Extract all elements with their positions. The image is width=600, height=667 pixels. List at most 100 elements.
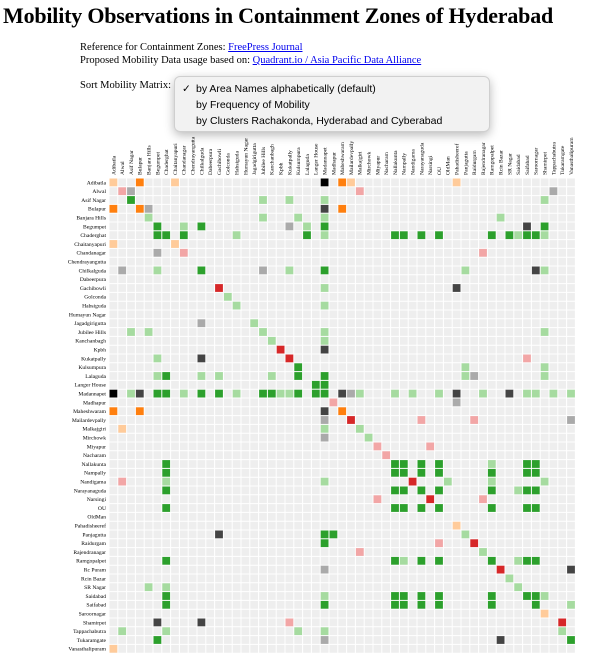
row-label: Nampally xyxy=(84,471,106,477)
matrix-cell xyxy=(540,196,549,204)
matrix-cell xyxy=(127,187,135,196)
column-label: Narsingi xyxy=(428,155,434,175)
matrix-cell xyxy=(540,266,549,275)
row-label: Shamirpet xyxy=(83,620,106,626)
matrix-cell xyxy=(523,222,531,231)
matrix-cell xyxy=(355,548,364,556)
matrix-cell xyxy=(540,372,549,380)
matrix-cell xyxy=(179,248,188,257)
matrix-cell xyxy=(162,556,171,565)
matrix-cell xyxy=(417,460,426,468)
row-label: Miyapur xyxy=(87,444,106,450)
matrix-cell xyxy=(320,380,329,389)
row-label: Habsiguda xyxy=(82,304,106,310)
matrix-cell xyxy=(320,592,329,600)
matrix-cell xyxy=(435,556,443,565)
matrix-cell xyxy=(487,468,496,477)
matrix-cell xyxy=(162,468,171,477)
quadrant-link[interactable]: Quadrant.io / Asia Pacific Data Alliance xyxy=(252,55,422,66)
matrix-cell xyxy=(540,363,549,372)
matrix-cell xyxy=(320,345,329,354)
matrix-cell xyxy=(320,416,329,424)
matrix-cell xyxy=(470,539,479,548)
matrix-cell xyxy=(540,592,549,600)
matrix-cell xyxy=(215,372,223,380)
matrix-cell xyxy=(487,486,496,495)
sort-option-frequency[interactable]: by Frequency of Mobility xyxy=(175,98,489,113)
row-label: Saifabad xyxy=(86,602,106,609)
page-title: Mobility Observations in Containment Zon… xyxy=(3,3,554,28)
matrix-cell xyxy=(118,187,127,196)
matrix-cell xyxy=(197,222,206,231)
matrix-cell xyxy=(523,592,531,600)
matrix-cell xyxy=(399,592,408,600)
column-label: Jagadgirigutta xyxy=(252,143,258,175)
row-label: Chandanagar xyxy=(76,251,106,257)
matrix-cell xyxy=(135,204,144,213)
row-labels: Adibatla Alwal Asif Nagar Bulapur Banjara Hi… xyxy=(68,180,107,652)
matrix-cell xyxy=(355,424,364,433)
matrix-cell xyxy=(267,372,276,380)
matrix-cell xyxy=(540,231,549,240)
matrix-cell xyxy=(417,231,426,240)
matrix-cell xyxy=(391,600,399,609)
matrix-cell xyxy=(250,319,259,328)
matrix-cell xyxy=(523,460,531,468)
matrix-cell xyxy=(144,583,153,592)
matrix-cell xyxy=(179,222,188,231)
sort-option-clusters[interactable]: by Clusters Rachakonda, Hyderabad and Cy… xyxy=(175,114,489,129)
sort-dropdown-menu[interactable]: ✓ by Area Names alphabetically (default)… xyxy=(174,76,490,132)
matrix-cell xyxy=(197,389,206,398)
matrix-cell xyxy=(531,592,540,600)
matrix-cell xyxy=(320,539,329,548)
matrix-cell xyxy=(294,213,303,222)
row-label: Langer House xyxy=(74,383,106,389)
row-label: Mirchowk xyxy=(83,436,107,442)
column-label: Pahadisheeref xyxy=(454,143,461,175)
row-label: Narsingi xyxy=(87,497,107,503)
matrix-cell xyxy=(417,416,426,424)
matrix-cell xyxy=(285,222,294,231)
column-label: Bulapur xyxy=(138,157,144,175)
matrix-cell xyxy=(399,504,408,512)
sort-option-label: by Frequency of Mobility xyxy=(196,99,310,111)
matrix-cell xyxy=(514,231,523,240)
matrix-cell xyxy=(399,556,408,565)
matrix-cell xyxy=(391,504,399,512)
matrix-cell xyxy=(567,565,575,574)
matrix-cell xyxy=(540,328,549,336)
matrix-cell xyxy=(461,266,470,275)
matrix-cell xyxy=(514,556,523,565)
matrix-cell xyxy=(153,636,162,644)
matrix-cell xyxy=(558,618,567,627)
freepress-journal-link[interactable]: FreePress Journal xyxy=(228,42,303,53)
matrix-cell xyxy=(171,240,179,248)
column-label: Adibatla xyxy=(111,155,117,175)
column-label: OldMan xyxy=(446,156,452,175)
row-label: Ramgopalpet xyxy=(76,559,106,565)
matrix-cell xyxy=(320,328,329,336)
column-label: Kpbh xyxy=(279,162,285,175)
column-label: Miyapur xyxy=(375,156,381,175)
column-label: Chaderghat xyxy=(164,149,170,175)
column-label: Chandanagar xyxy=(182,145,188,175)
matrix-cell xyxy=(162,627,171,636)
matrix-cell xyxy=(162,592,171,600)
matrix-cell xyxy=(303,231,311,240)
matrix-cell xyxy=(373,442,382,451)
matrix-cell xyxy=(461,372,470,380)
column-label: Begumpet xyxy=(155,152,161,175)
matrix-cell xyxy=(549,187,558,196)
matrix-cell xyxy=(285,389,294,398)
reference-label: Reference for Containment Zones: xyxy=(80,42,229,53)
matrix-cell xyxy=(408,477,417,486)
matrix-cell xyxy=(162,389,171,398)
row-label: Jubilee Hills xyxy=(78,330,106,336)
matrix-cell xyxy=(487,477,496,486)
matrix-cell xyxy=(267,389,276,398)
matrix-cell xyxy=(531,266,540,275)
row-label: OU xyxy=(98,506,106,512)
row-label: Humayun Nagar xyxy=(69,312,106,318)
matrix-cell xyxy=(232,301,241,310)
sort-option-alphabetical[interactable]: ✓ by Area Names alphabetically (default) xyxy=(175,82,489,97)
